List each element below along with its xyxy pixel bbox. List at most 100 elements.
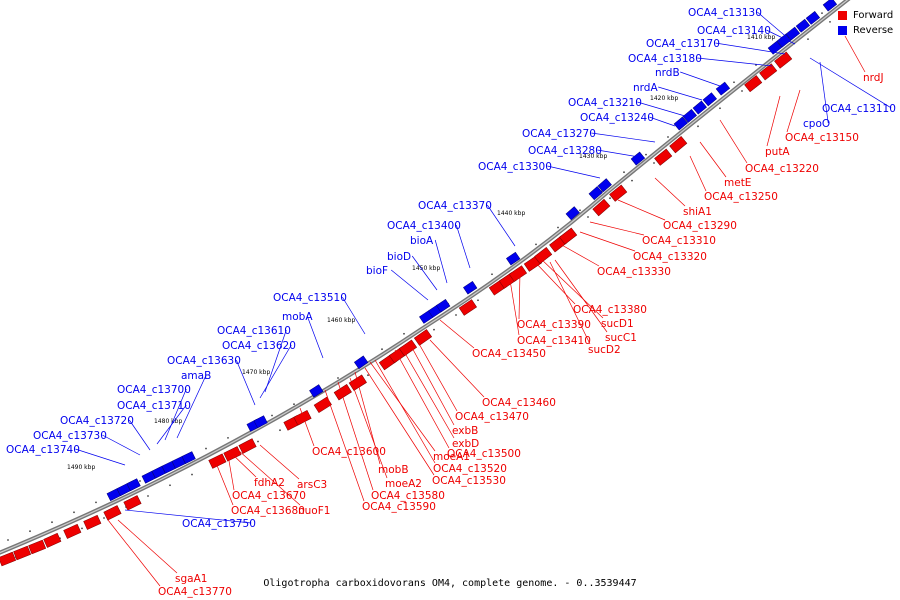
forward-gene-label: OCA4_c13390	[517, 319, 591, 331]
forward-gene-label: moeA1	[433, 451, 470, 463]
reverse-gene	[715, 81, 731, 96]
reverse-leader-line	[306, 315, 324, 359]
forward-gene	[609, 184, 628, 202]
reverse-gene-label: OCA4_c13630	[167, 355, 241, 367]
forward-swatch-icon	[838, 11, 847, 20]
reverse-gene-label: OCA4_c13370	[418, 200, 492, 212]
reverse-gene-label: OCA4_c13730	[33, 430, 107, 442]
reverse-gene	[822, 0, 838, 12]
forward-gene-label: mobB	[378, 464, 409, 476]
reverse-gene	[795, 18, 811, 33]
reverse-leader-line	[757, 11, 791, 41]
forward-gene	[63, 523, 82, 539]
reverse-gene	[692, 100, 707, 115]
forward-gene	[774, 51, 793, 69]
forward-leader-line	[227, 454, 235, 491]
reverse-gene	[702, 92, 717, 107]
tick-dot	[433, 328, 435, 331]
tick-dot	[51, 521, 53, 524]
forward-gene-label: OCA4_c13250	[704, 191, 778, 203]
forward-leader-line	[394, 349, 450, 449]
reverse-leader-line	[591, 132, 656, 143]
forward-leader-line	[549, 261, 591, 345]
figure-caption: Oligotropha carboxidovorans OM4, complet…	[263, 578, 637, 589]
forward-gene	[208, 453, 227, 469]
reverse-gene-label: amaB	[181, 370, 211, 382]
tick-dot	[609, 197, 611, 200]
forward-gene-label: OCA4_c13220	[745, 163, 819, 175]
reverse-leader-line	[102, 434, 141, 456]
forward-gene	[13, 545, 32, 561]
tick-label: 1480 kbp	[154, 418, 182, 425]
genome-backbone	[0, 0, 851, 555]
tick-label: 1470 kbp	[242, 369, 270, 376]
reverse-gene	[630, 151, 646, 166]
forward-gene	[238, 438, 257, 454]
tick-dot	[733, 81, 735, 84]
forward-leader-line	[299, 407, 315, 447]
reverse-leader-line	[129, 419, 151, 451]
tick-dot	[557, 226, 559, 229]
forward-gene-label: exbD	[452, 438, 479, 450]
tick-dot	[279, 429, 281, 432]
tick-dot	[227, 436, 229, 439]
reverse-leader-line	[597, 149, 646, 159]
forward-leader-line	[439, 319, 475, 349]
forward-gene-label: OCA4_c13600	[312, 446, 386, 458]
reverse-gene-label: bioF	[366, 265, 388, 277]
forward-leader-line	[324, 389, 365, 502]
forward-leader-line	[401, 347, 455, 439]
tick-dot	[205, 447, 207, 450]
tick-dot	[7, 539, 9, 541]
forward-leader-line	[559, 243, 600, 267]
reverse-leader-line	[658, 86, 703, 101]
legend-forward-label: Forward	[853, 10, 894, 21]
reverse-leader-line	[809, 57, 892, 109]
reverse-gene-label: OCA4_c13140	[697, 25, 771, 37]
reverse-leader-line	[697, 57, 773, 67]
forward-leader-line	[117, 519, 178, 574]
forward-gene-label: moeA2	[385, 478, 422, 490]
forward-gene	[28, 539, 47, 555]
forward-gene-label: OCA4_c13290	[663, 220, 737, 232]
reverse-leader-line	[75, 448, 126, 466]
legend-forward: Forward	[838, 8, 900, 23]
reverse-leader-line	[455, 224, 471, 269]
legend-reverse: Reverse	[838, 23, 900, 38]
tick-dot	[337, 377, 339, 379]
reverse-gene-label: OCA4_c13270	[522, 128, 596, 140]
reverse-gene-label: OCA4_c13400	[387, 220, 461, 232]
forward-gene-label: OCA4_c13410	[517, 335, 591, 347]
reverse-gene	[181, 451, 196, 464]
reverse-gene-label: cpoO	[803, 118, 830, 130]
tick-dot	[477, 299, 479, 302]
reverse-gene	[805, 11, 821, 25]
reverse-gene-label: OCA4_c13720	[60, 415, 134, 427]
forward-gene-label: OCA4_c13470	[455, 411, 529, 423]
reverse-gene-label: OCA4_c13710	[117, 400, 191, 412]
tick-dot	[719, 107, 721, 110]
reverse-gene-label: mobA	[282, 311, 313, 323]
reverse-gene-label: OCA4_c13700	[117, 384, 191, 396]
reverse-gene-label: nrdB	[655, 67, 680, 79]
tick-dot	[29, 530, 31, 533]
reverse-gene-label: OCA4_c13280	[528, 145, 602, 157]
forward-gene-label: arsC3	[297, 479, 327, 491]
forward-leader-line	[369, 361, 436, 452]
forward-gene-label: OCA4_c13580	[371, 490, 445, 502]
forward-gene-label: fdhA2	[254, 477, 285, 489]
reverse-gene	[785, 26, 801, 41]
tick-dot	[81, 527, 83, 530]
tick-dot	[579, 209, 581, 212]
forward-gene-label: sucD2	[588, 344, 621, 356]
tick-dot	[381, 348, 383, 351]
reverse-leader-line	[766, 29, 796, 45]
reverse-leader-line	[164, 388, 187, 441]
genome-backbone-highlight	[0, 0, 849, 554]
forward-gene	[559, 227, 578, 245]
reverse-gene	[682, 108, 697, 123]
forward-gene-label: OCA4_c13460	[482, 397, 556, 409]
forward-gene-label: OCA4_c13330	[597, 266, 671, 278]
forward-gene-label: OCA4_c13450	[472, 348, 546, 360]
forward-gene	[83, 514, 102, 530]
